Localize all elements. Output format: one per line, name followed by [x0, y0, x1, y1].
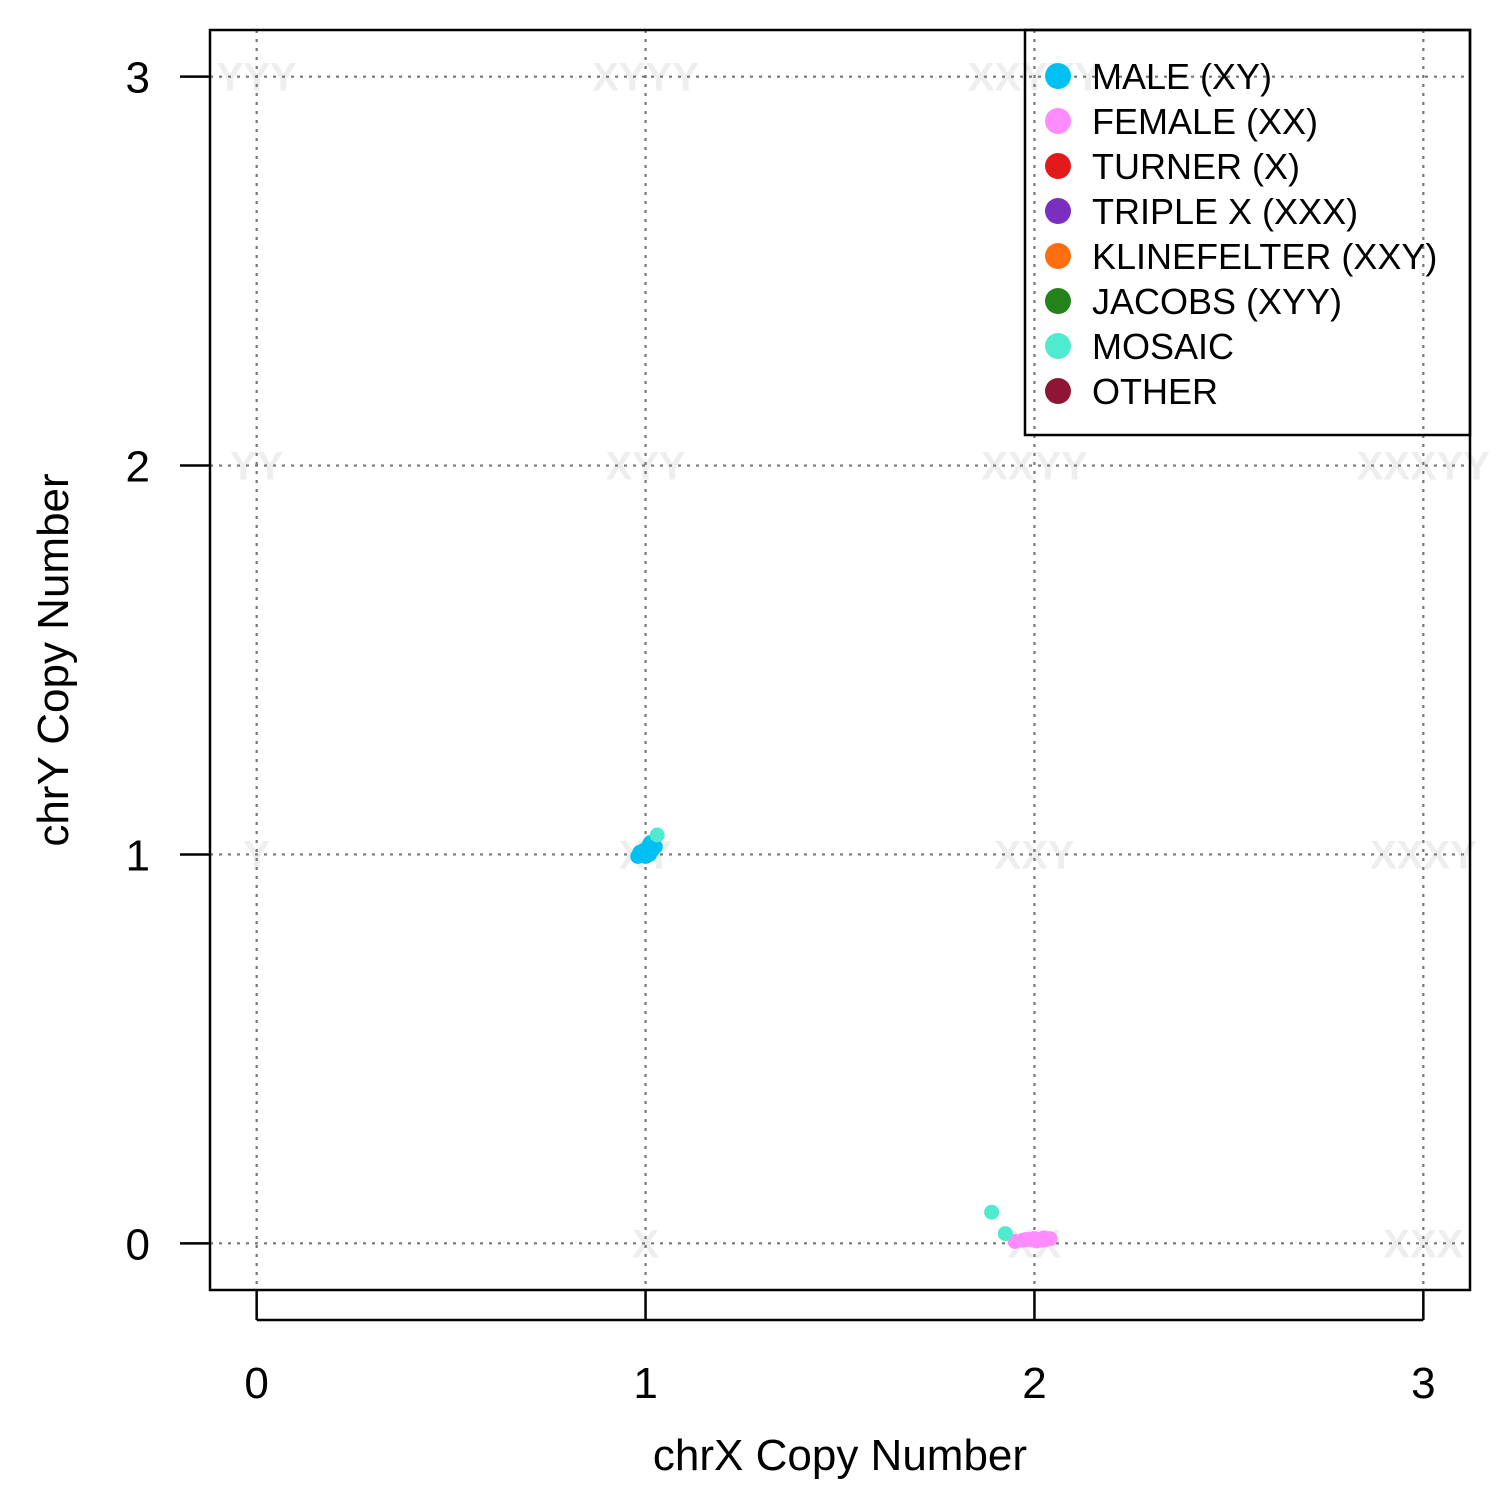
grid	[210, 30, 1470, 1290]
legend-marker	[1045, 198, 1071, 224]
data-points	[630, 827, 1058, 1249]
legend-item-label: MALE (XY)	[1092, 56, 1272, 97]
legend-marker	[1045, 243, 1071, 269]
data-point	[984, 1204, 1000, 1220]
y-tick-label: 1	[126, 831, 150, 880]
data-point	[649, 827, 665, 843]
data-point	[997, 1226, 1013, 1242]
legend: MALE (XY)FEMALE (XX)TURNER (X)TRIPLE X (…	[1023, 28, 1472, 437]
data-point	[641, 838, 657, 854]
x-axis-label: chrX Copy Number	[653, 1431, 1027, 1480]
legend-marker	[1045, 288, 1071, 314]
legend-item-label: TRIPLE X (XXX)	[1092, 191, 1358, 232]
y-axis: 0 1 2 3	[126, 54, 210, 1269]
legend-box	[1023, 28, 1472, 437]
y-tick-label: 3	[126, 54, 150, 103]
x-tick-label: 0	[244, 1359, 268, 1408]
x-axis: 0 1 2 3	[244, 1290, 1436, 1408]
x-tick-label: 1	[633, 1359, 657, 1408]
legend-marker	[1045, 153, 1071, 179]
y-axis-label: chrY Copy Number	[29, 473, 78, 846]
y-tick-label: 0	[126, 1220, 150, 1269]
legend-item-label: KLINEFELTER (XXY)	[1092, 236, 1437, 277]
y-tick-label: 2	[126, 443, 150, 492]
x-tick-label: 3	[1411, 1359, 1435, 1408]
x-tick-label: 2	[1022, 1359, 1046, 1408]
legend-item-label: OTHER	[1092, 371, 1218, 412]
legend-item-label: FEMALE (XX)	[1092, 101, 1318, 142]
plot-frame	[208, 28, 1472, 1292]
data-point	[1036, 1230, 1052, 1246]
legend-item-label: MOSAIC	[1092, 326, 1234, 367]
legend-item-label: JACOBS (XYY)	[1092, 281, 1342, 322]
legend-marker	[1045, 63, 1071, 89]
legend-marker	[1045, 378, 1071, 404]
legend-marker	[1045, 333, 1071, 359]
legend-item-label: TURNER (X)	[1092, 146, 1300, 187]
legend-marker	[1045, 108, 1071, 134]
